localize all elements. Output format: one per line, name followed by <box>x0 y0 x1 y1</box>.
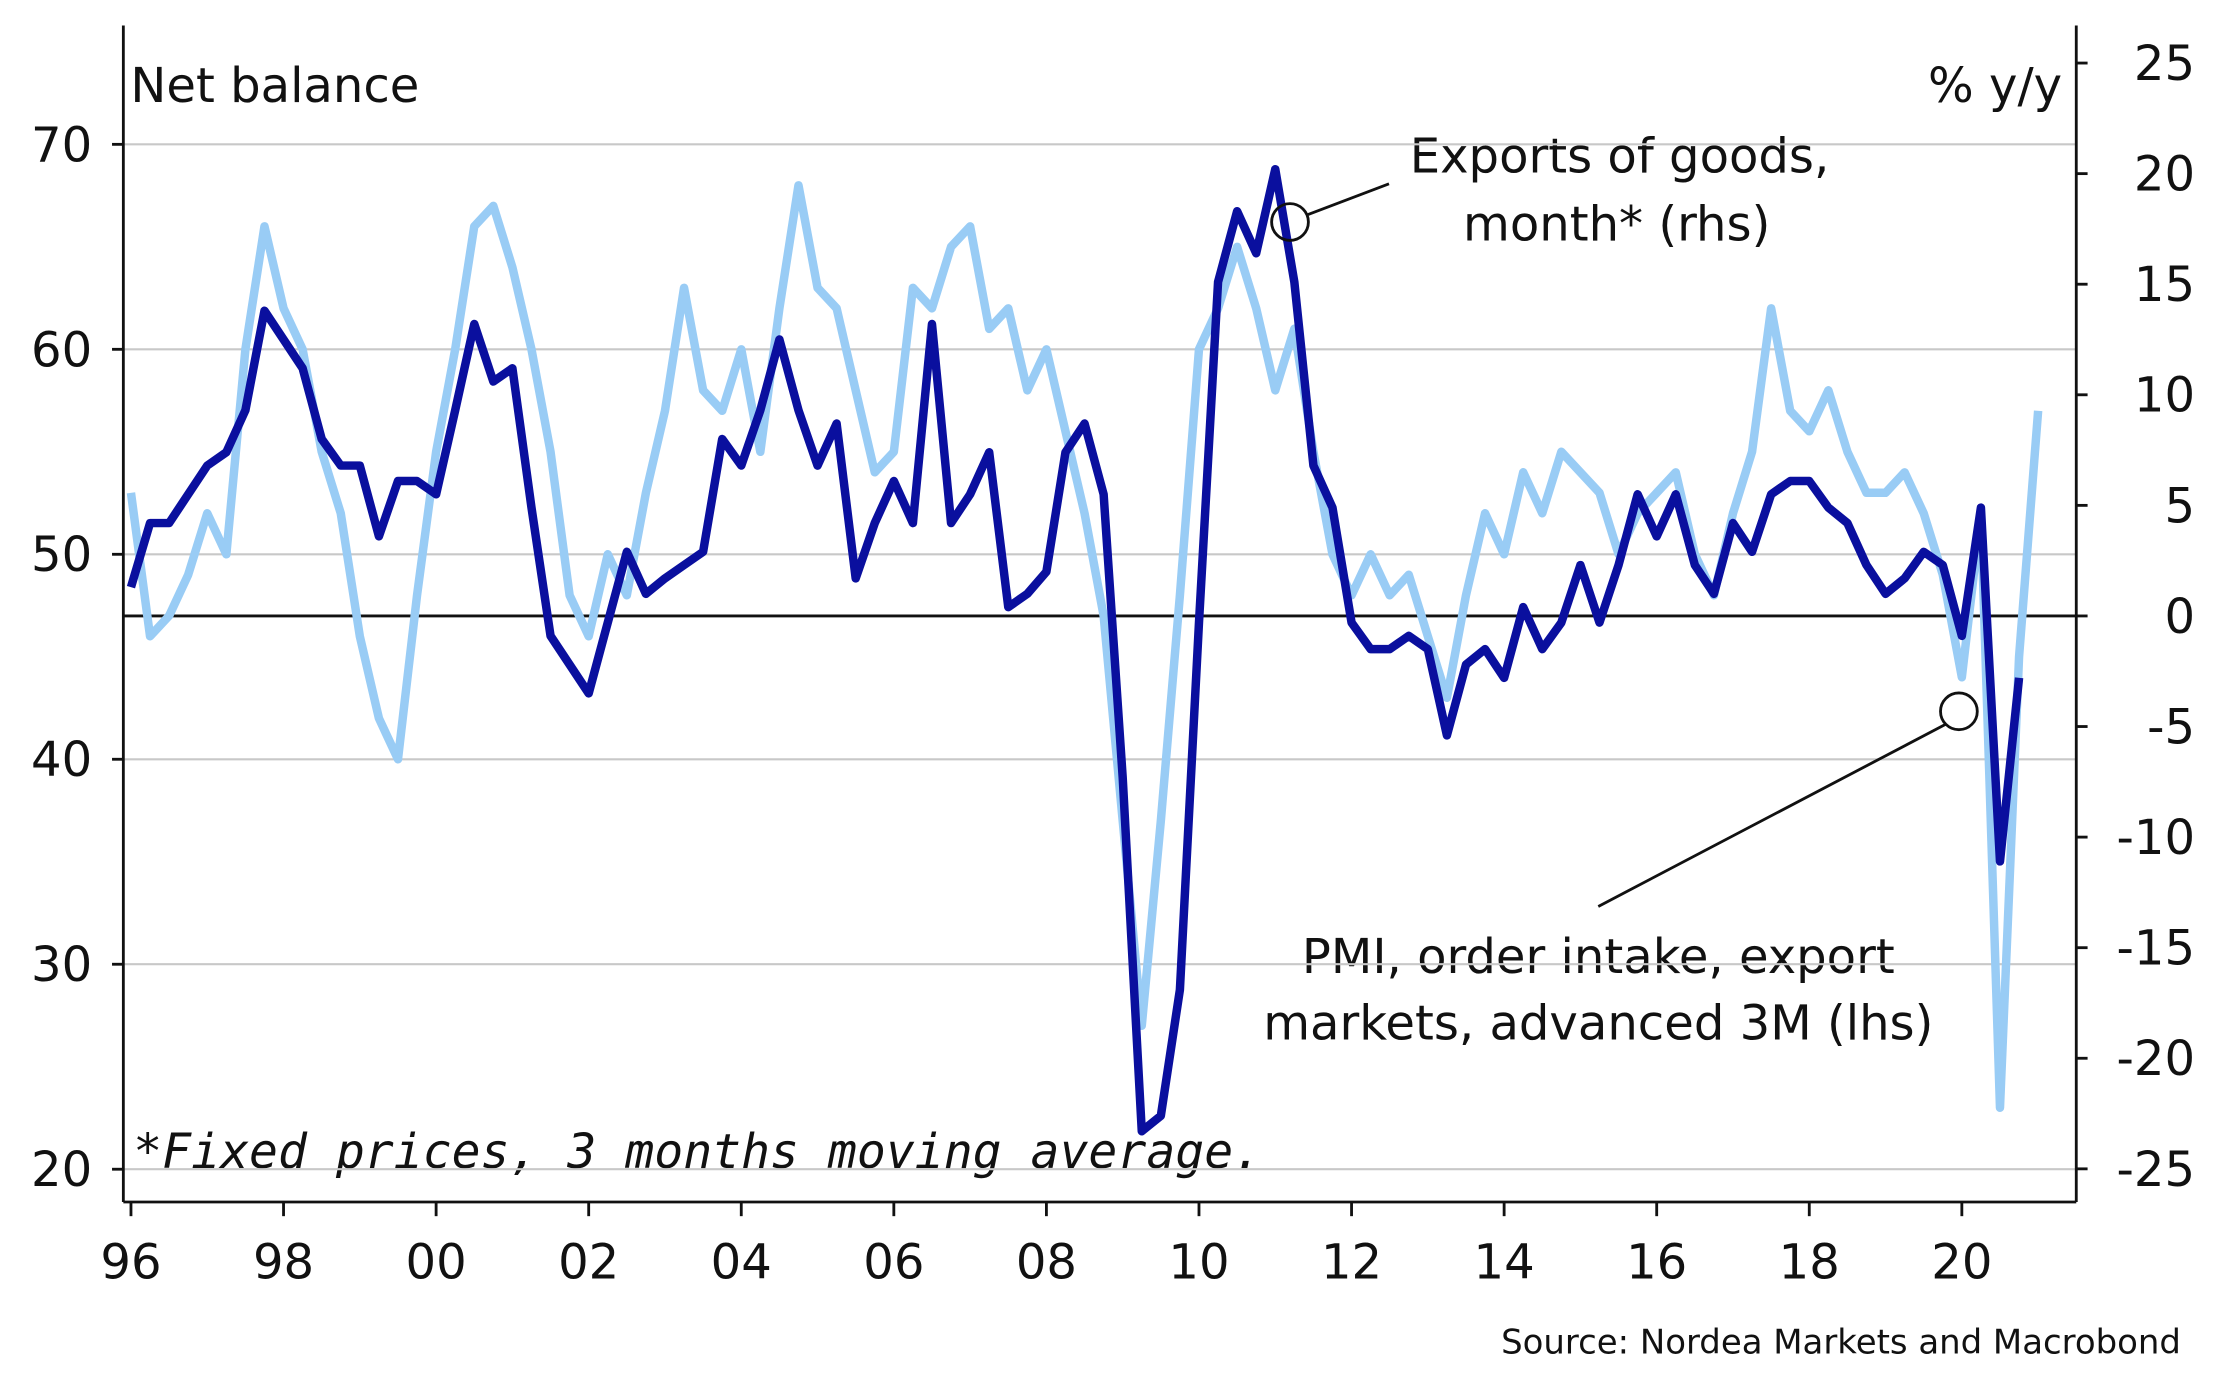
annotation-circle <box>1939 691 1979 732</box>
annotation: month* (rhs) <box>1463 196 1770 252</box>
y2-tick-label: -5 <box>2147 699 2195 755</box>
x-tick-label: 12 <box>1321 1234 1382 1290</box>
y2-tick-label: 0 <box>2164 589 2195 645</box>
y-tick-label: 70 <box>31 117 92 173</box>
annotation: markets, advanced 3M (lhs) <box>1263 995 1933 1051</box>
x-tick-label: 02 <box>558 1234 619 1290</box>
y-axis-label: Net balance <box>130 58 419 114</box>
series-line <box>126 164 2024 1136</box>
y2-tick-label: -10 <box>2117 810 2196 866</box>
y-tick-label: 60 <box>31 322 92 378</box>
y2-tick-label: 20 <box>2134 147 2195 203</box>
footnote: *Fixed prices, 3 months moving average. <box>133 1124 1262 1180</box>
y-tick-label: 50 <box>31 527 92 583</box>
annotation: Exports of goods, <box>1410 129 1830 185</box>
x-tick-label: 96 <box>100 1234 161 1290</box>
y-tick-label: 30 <box>31 937 92 993</box>
x-tick-label: 08 <box>1016 1234 1077 1290</box>
x-tick-label: 18 <box>1779 1234 1840 1290</box>
annotation-leader <box>1597 722 1947 908</box>
x-tick-label: 10 <box>1168 1234 1229 1290</box>
plot-area <box>123 143 2077 1171</box>
y2-tick-label: -20 <box>2117 1031 2196 1087</box>
annotation-leader <box>1306 182 1390 217</box>
y2-tick-label: -15 <box>2117 921 2196 977</box>
x-tick-label: 20 <box>1931 1234 1992 1290</box>
y2-tick-label: -25 <box>2117 1142 2196 1198</box>
x-tick-label: 04 <box>711 1234 772 1290</box>
x-tick-label: 06 <box>863 1234 924 1290</box>
source: Source: Nordea Markets and Macrobond <box>1501 1323 2181 1362</box>
annotation: PMI, order intake, export <box>1302 929 1895 985</box>
y2-tick-label: 10 <box>2134 368 2195 424</box>
y2-tick-label: 25 <box>2134 36 2195 92</box>
y2-tick-label: 5 <box>2164 478 2195 534</box>
x-tick-label: 14 <box>1474 1234 1535 1290</box>
y2-tick-label: 15 <box>2134 257 2195 313</box>
y-tick-label: 40 <box>31 732 92 788</box>
x-tick-label: 98 <box>253 1234 314 1290</box>
y2-axis-label: % y/y <box>1928 58 2062 114</box>
annotation-circle <box>1270 202 1310 242</box>
x-tick-label: 16 <box>1626 1234 1687 1290</box>
x-tick-label: 00 <box>406 1234 467 1290</box>
y-tick-label: 20 <box>31 1142 92 1198</box>
